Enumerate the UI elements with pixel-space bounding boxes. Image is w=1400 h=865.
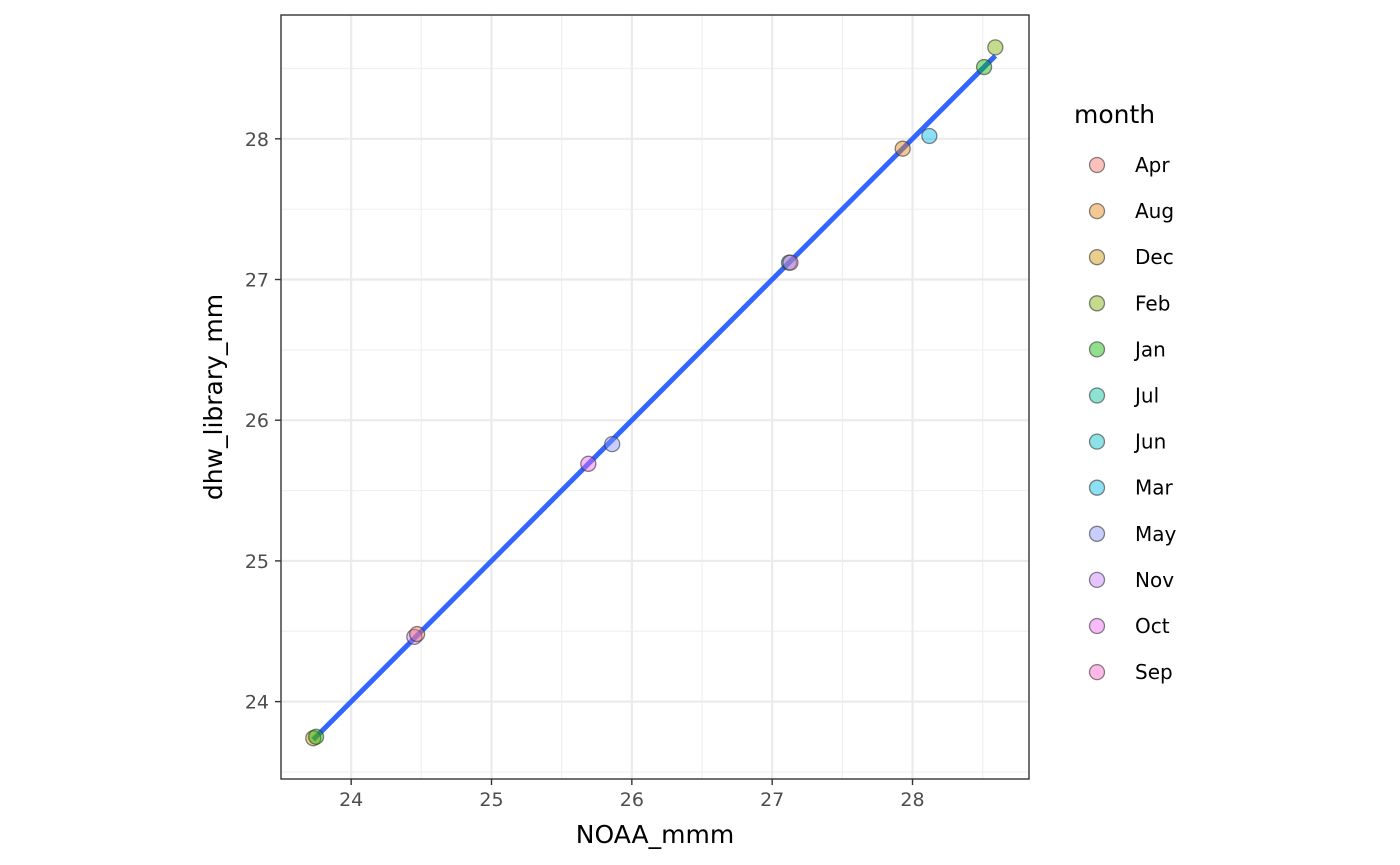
y-axis-ticks: 24 25 26 27 28: [245, 129, 281, 714]
legend-key-jan: [1088, 341, 1106, 358]
y-axis-title: dhw_library_mm: [199, 294, 228, 500]
x-tick-label: 26: [620, 789, 644, 811]
data-point-aug: [894, 140, 911, 157]
legend-key-dec: [1088, 249, 1106, 266]
data-point-may: [604, 435, 621, 453]
major-grid: [281, 15, 1029, 779]
legend-label-jan: Jan: [1133, 337, 1166, 361]
data-points: [305, 39, 1004, 747]
legend-label-aug: Aug: [1135, 199, 1174, 223]
legend-title: month: [1074, 100, 1155, 129]
legend-label-dec: Dec: [1135, 245, 1174, 269]
legend-key-sep: [1088, 663, 1106, 681]
x-tick-label: 24: [339, 789, 363, 811]
x-axis-ticks: 24 25 26 27 28: [339, 779, 925, 811]
legend-label-apr: Apr: [1135, 153, 1170, 177]
data-point-feb: [987, 39, 1004, 56]
legend-key-nov: [1088, 571, 1106, 589]
y-tick-label: 28: [245, 129, 269, 151]
trend-line: [311, 54, 998, 742]
trend-line-layer: [311, 54, 998, 742]
legend-label-nov: Nov: [1135, 568, 1174, 592]
data-point-jan: [975, 58, 993, 76]
legend-key-oct: [1088, 617, 1106, 635]
x-tick-label: 25: [479, 789, 503, 811]
legend-key-jul: [1088, 387, 1106, 404]
legend-key-may: [1088, 525, 1106, 542]
legend-items: Apr Aug Dec Feb Jan Jul Jun Mar May Nov Oct Sep: [1088, 153, 1177, 684]
y-tick-label: 24: [245, 692, 269, 714]
legend-key-aug: [1088, 202, 1106, 220]
legend-label-sep: Sep: [1135, 660, 1173, 684]
y-tick-label: 26: [245, 410, 269, 432]
plot-panel-border: [280, 14, 1030, 780]
legend-key-apr: [1088, 156, 1106, 174]
legend: month Apr Aug Dec Feb Jan Jul Jun Mar May Nov Oct S…: [1074, 100, 1177, 684]
legend-key-jun: [1088, 433, 1106, 450]
legend-key-mar: [1088, 479, 1106, 496]
legend-label-feb: Feb: [1135, 291, 1170, 315]
y-tick-label: 25: [245, 551, 269, 573]
legend-key-feb: [1088, 295, 1106, 312]
minor-grid: [281, 15, 1029, 779]
legend-label-mar: Mar: [1135, 476, 1174, 500]
x-tick-label: 27: [760, 789, 784, 811]
data-point-jan: [307, 728, 325, 745]
x-tick-label: 28: [900, 789, 924, 811]
x-axis-title: NOAA_mmm: [576, 820, 734, 849]
legend-label-jun: Jun: [1133, 430, 1166, 454]
data-point-oct: [580, 455, 597, 472]
legend-label-oct: Oct: [1135, 614, 1170, 638]
data-point-nov: [406, 628, 423, 646]
data-point-sep: [782, 254, 799, 271]
y-tick-label: 27: [245, 270, 269, 292]
data-point-apr: [408, 625, 426, 643]
legend-label-may: May: [1135, 522, 1177, 546]
legend-label-jul: Jul: [1133, 384, 1159, 408]
data-point-mar: [921, 127, 938, 145]
